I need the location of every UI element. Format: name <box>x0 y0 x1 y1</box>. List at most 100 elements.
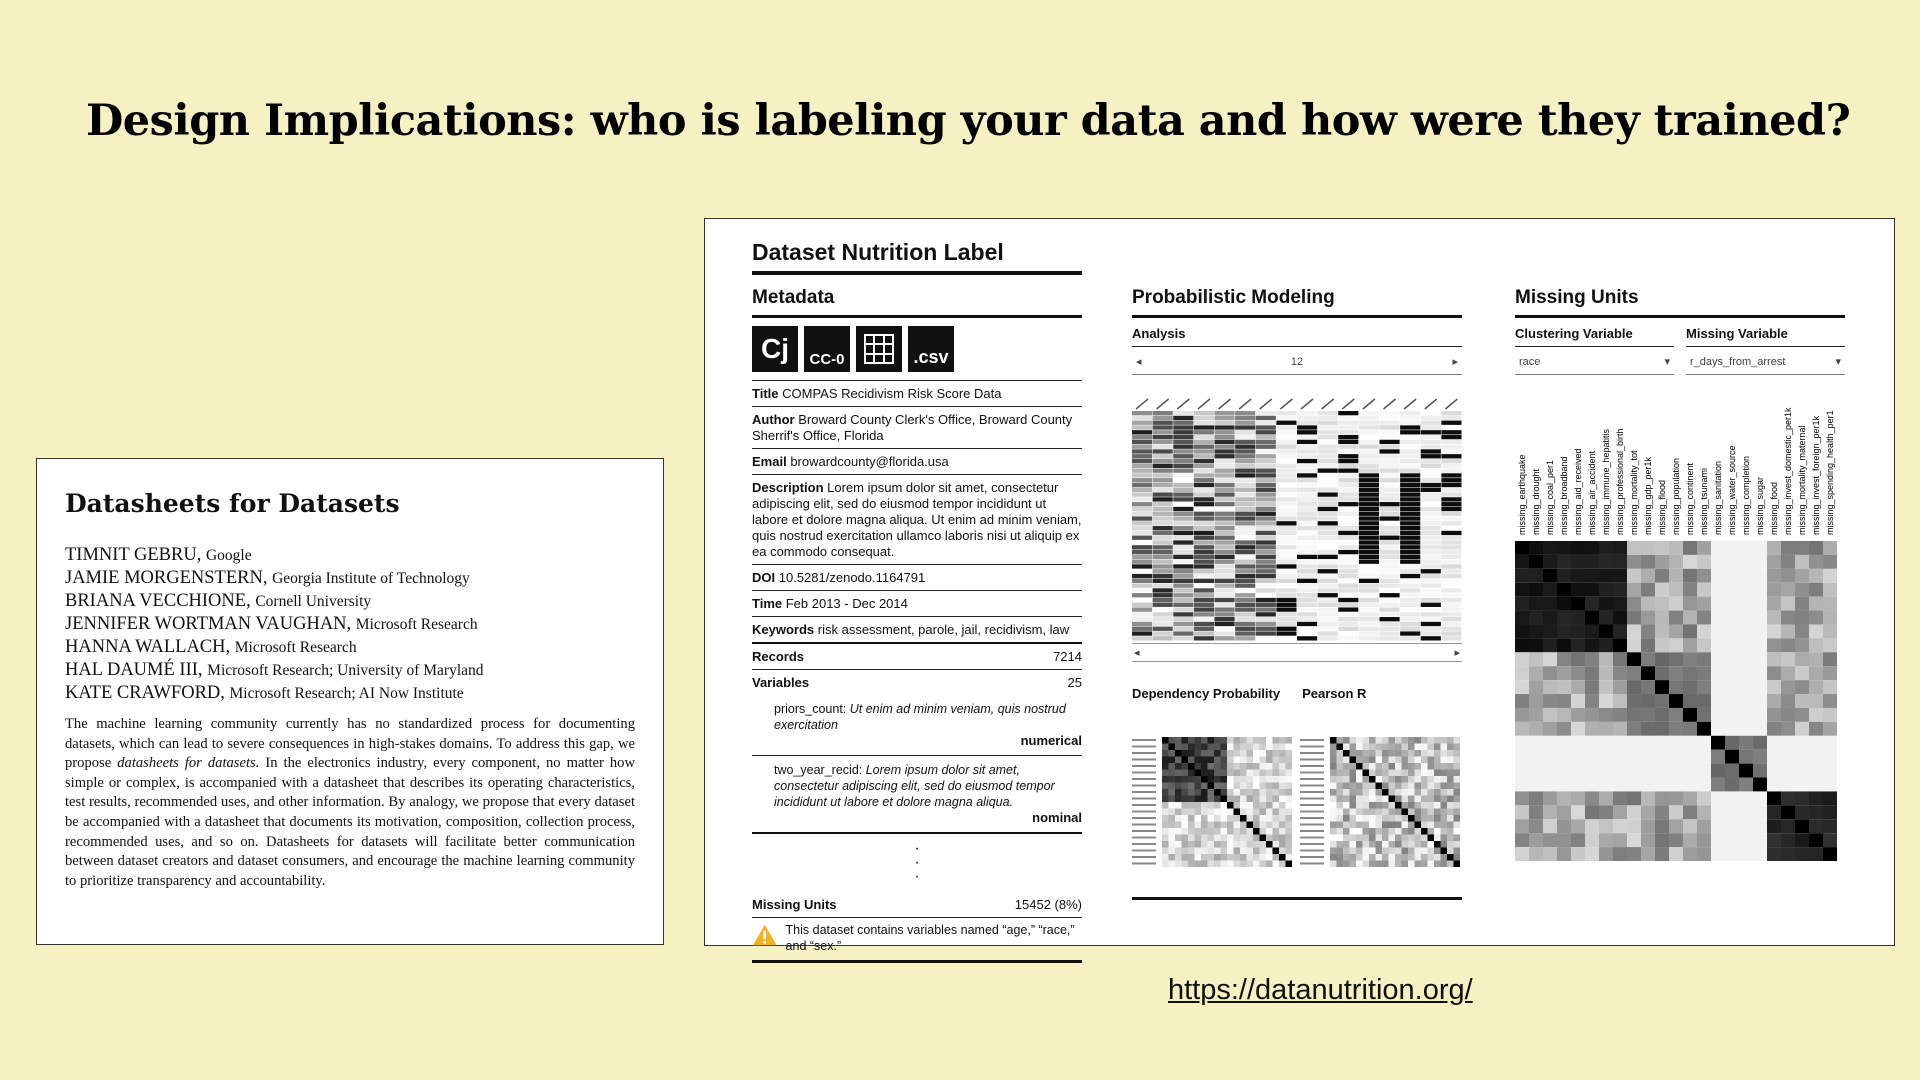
missing-cell <box>1823 707 1837 722</box>
matrix-cell <box>1427 763 1434 770</box>
heatmap-cell <box>1358 559 1379 564</box>
heatmap-cell <box>1152 482 1173 488</box>
missing-cell <box>1767 666 1781 681</box>
matrix-cell <box>1356 834 1363 841</box>
missing-cell <box>1795 735 1809 750</box>
matrix-row-label <box>1132 830 1156 832</box>
heatmap-cell <box>1297 578 1318 583</box>
matrix-cell <box>1272 854 1279 861</box>
matrix-cell <box>1388 737 1395 744</box>
heatmap-cell <box>1420 559 1441 564</box>
heatmap-cell <box>1214 444 1235 449</box>
heatmap-cell <box>1358 540 1379 545</box>
heatmap-cell <box>1255 506 1276 512</box>
matrix-row-label <box>1132 791 1156 793</box>
heatmap-cell <box>1152 506 1173 512</box>
matrix-cell <box>1201 776 1208 783</box>
heatmap-cell <box>1317 468 1338 473</box>
clustering-select[interactable]: race ▾ <box>1515 347 1674 375</box>
matrix-cell <box>1382 776 1389 783</box>
matrix-cell <box>1401 841 1408 848</box>
heatmap-cell <box>1132 578 1153 583</box>
heatmap-cell <box>1132 583 1153 588</box>
heatmap-cell <box>1420 420 1441 425</box>
scroll-right-icon[interactable]: ▸ <box>1454 647 1460 659</box>
matrix-cell <box>1240 821 1247 828</box>
missing-column-label: missing_broadband <box>1559 456 1569 535</box>
matrix-cell <box>1188 769 1195 776</box>
missing-cell <box>1585 624 1599 639</box>
heatmap-cell <box>1255 554 1276 560</box>
heatmap-cell <box>1379 549 1400 555</box>
matrix-cell <box>1336 815 1343 822</box>
missing-cell <box>1795 610 1809 625</box>
missing-column-label: missing_earthquake <box>1517 454 1527 535</box>
matrix-cell <box>1246 782 1253 789</box>
matrix-cell <box>1427 737 1434 744</box>
heatmap-cell <box>1235 578 1256 583</box>
heatmap-cell <box>1317 458 1338 464</box>
heatmap-cell <box>1317 617 1338 622</box>
missing-variable-select[interactable]: r_days_from_arrest ▾ <box>1686 347 1845 375</box>
missing-cell <box>1585 777 1599 792</box>
matrix-cell <box>1181 795 1188 802</box>
heatmap-cell <box>1338 411 1359 416</box>
matrix-cell <box>1207 815 1214 822</box>
heatmap-cell <box>1132 631 1153 636</box>
missing-cell <box>1753 707 1767 722</box>
matrix-cell <box>1246 776 1253 783</box>
heatmap-cell <box>1152 569 1173 574</box>
author-item: HANNA WALLACH, Microsoft Research <box>65 637 357 657</box>
heatmap-cell <box>1338 511 1359 516</box>
missing-cell <box>1781 582 1795 597</box>
missing-column-label: missing_completion <box>1741 456 1751 535</box>
heatmap-cell <box>1317 430 1338 435</box>
matrix-cell <box>1395 763 1402 770</box>
matrix-cell <box>1401 815 1408 822</box>
matrix-cell <box>1343 821 1350 828</box>
datanutrition-link[interactable]: https://datanutrition.org/ <box>1168 974 1473 1006</box>
missing-cell <box>1767 582 1781 597</box>
analysis-selector[interactable]: ◂ 12 ▸ <box>1132 347 1462 375</box>
missing-cell <box>1823 568 1837 583</box>
missing-column-label: missing_water_source <box>1727 445 1737 535</box>
author-item: TIMNIT GEBRU, Google <box>65 545 252 565</box>
heatmap-cell <box>1338 602 1359 607</box>
matrix-cell <box>1447 808 1454 815</box>
probabilistic-heading: Probabilistic Modeling <box>1132 287 1462 318</box>
arrow-right-icon[interactable]: ▸ <box>1452 356 1458 368</box>
missing-cell <box>1711 680 1725 695</box>
missing-cell <box>1697 847 1711 861</box>
matrix-cell <box>1395 821 1402 828</box>
matrix-cell <box>1194 821 1201 828</box>
heatmap-scrollbar[interactable]: ◂ ▸ <box>1132 643 1462 662</box>
correlation-labels: Dependency Probability Pearson R <box>1132 686 1462 701</box>
matrix-cell <box>1375 808 1382 815</box>
matrix-cell <box>1447 821 1454 828</box>
missing-cell <box>1655 721 1669 736</box>
matrix-cell <box>1453 756 1460 763</box>
matrix-cell <box>1414 756 1421 763</box>
heatmap-cell <box>1358 506 1379 512</box>
matrix-cell <box>1162 815 1169 822</box>
heatmap-cell <box>1132 554 1153 560</box>
matrix-cell <box>1421 847 1428 854</box>
meta-doi-row: DOI 10.5281/zenodo.1164791 <box>752 565 1082 591</box>
scroll-left-icon[interactable]: ◂ <box>1134 647 1140 659</box>
heatmap-cell <box>1193 583 1214 588</box>
heatmap-cell <box>1193 621 1214 627</box>
matrix-cell <box>1434 795 1441 802</box>
matrix-cell <box>1285 847 1292 854</box>
arrow-left-icon[interactable]: ◂ <box>1136 356 1142 368</box>
matrix-cell <box>1408 789 1415 796</box>
missing-cell <box>1711 568 1725 583</box>
heatmap-cell <box>1276 521 1297 526</box>
missing-cell <box>1585 610 1599 625</box>
matrix-cell <box>1421 737 1428 744</box>
matrix-cell <box>1201 737 1208 744</box>
heatmap-cell <box>1152 554 1173 560</box>
heatmap-cell <box>1193 607 1214 612</box>
matrix-cell <box>1388 847 1395 854</box>
heatmap-cell <box>1317 526 1338 531</box>
heatmap-cell <box>1297 482 1318 488</box>
